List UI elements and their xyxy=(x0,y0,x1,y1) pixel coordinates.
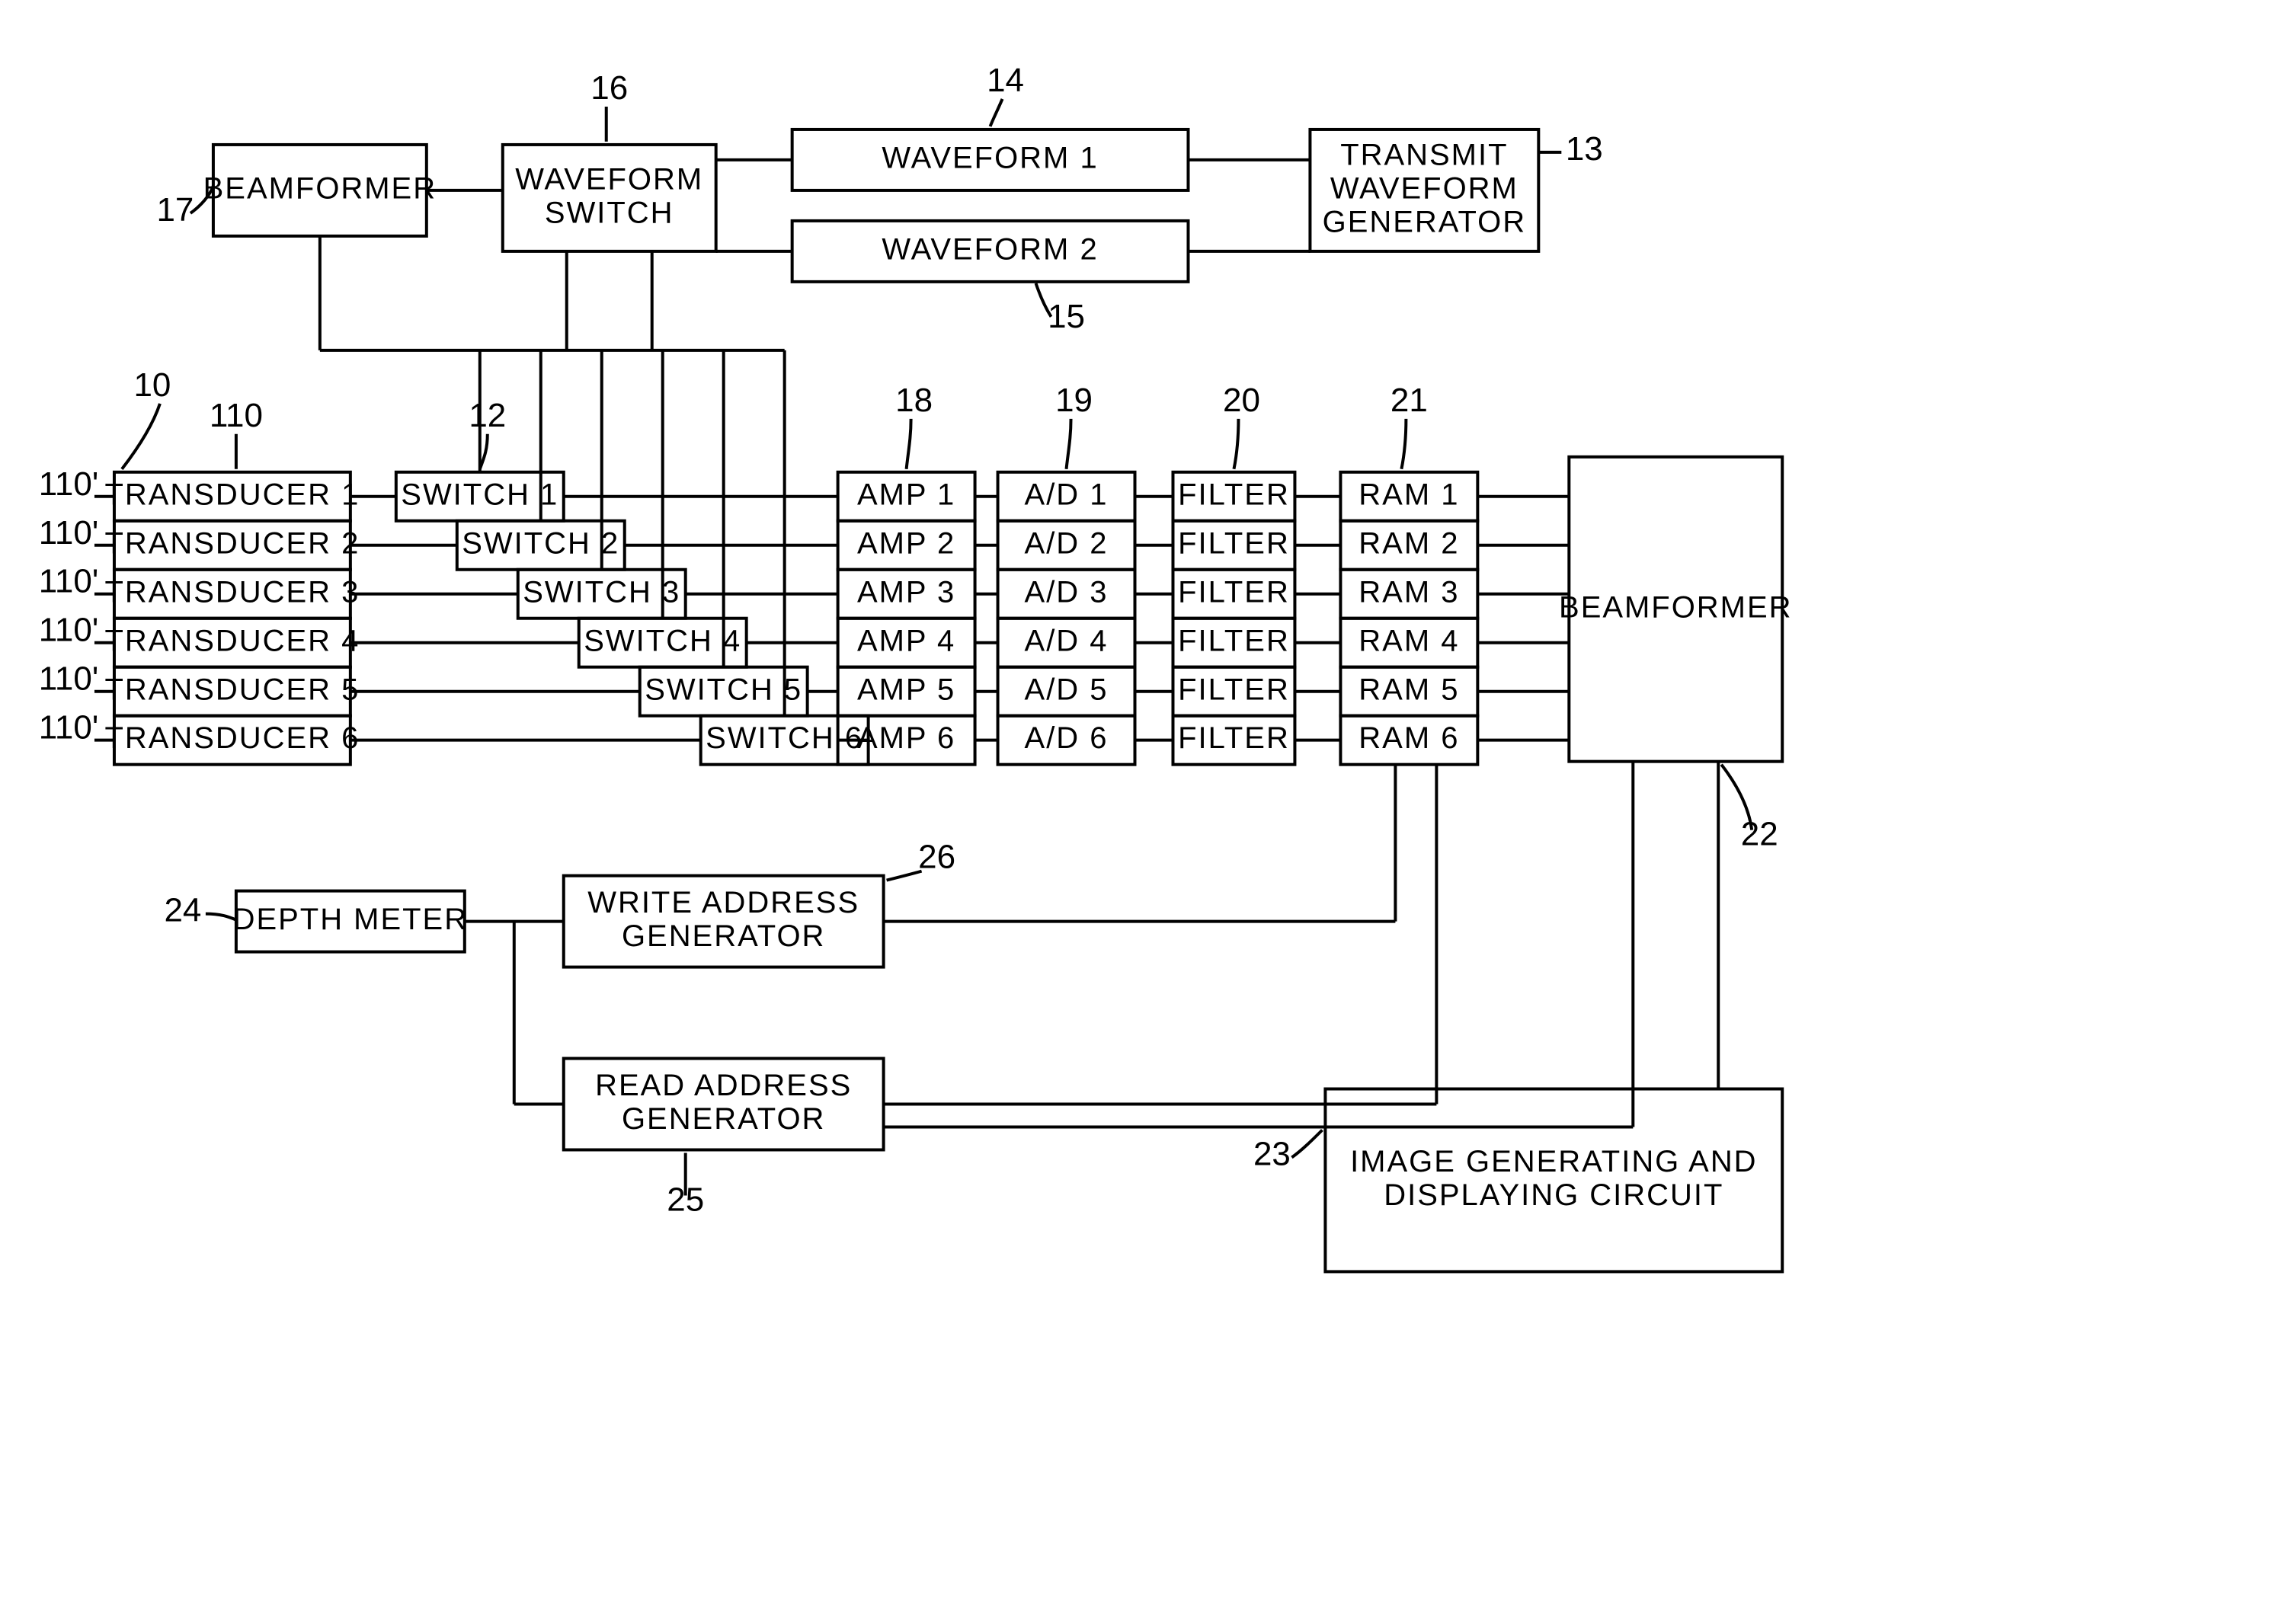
svg-text:TRANSMIT: TRANSMIT xyxy=(1340,138,1508,171)
ref-label: 21 xyxy=(1391,382,1428,419)
svg-text:TRANSDUCER 6: TRANSDUCER 6 xyxy=(104,721,360,755)
svg-text:FILTER: FILTER xyxy=(1178,624,1290,657)
svg-text:A/D 4: A/D 4 xyxy=(1025,624,1109,657)
ref-label: 23 xyxy=(1253,1135,1291,1172)
svg-text:AMP 6: AMP 6 xyxy=(857,721,955,755)
svg-text:WAVEFORM: WAVEFORM xyxy=(1330,171,1519,205)
ref-label: 110' xyxy=(39,514,99,551)
ref-label: 110' xyxy=(39,660,99,698)
svg-text:A/D 2: A/D 2 xyxy=(1025,526,1109,560)
ref-label: 110' xyxy=(39,709,99,746)
ref-label: 110' xyxy=(39,612,99,649)
svg-text:AMP 4: AMP 4 xyxy=(857,624,955,657)
svg-text:SWITCH 6: SWITCH 6 xyxy=(706,721,863,755)
ref-label: 14 xyxy=(987,62,1024,99)
ref-label: 110 xyxy=(210,397,263,434)
svg-text:SWITCH: SWITCH xyxy=(545,196,674,229)
svg-text:TRANSDUCER 5: TRANSDUCER 5 xyxy=(104,673,360,706)
ref-label: 13 xyxy=(1566,130,1603,168)
svg-text:RAM 3: RAM 3 xyxy=(1359,575,1459,609)
ref-label: 18 xyxy=(895,382,933,419)
svg-text:AMP 5: AMP 5 xyxy=(857,673,955,706)
svg-text:FILTER: FILTER xyxy=(1178,575,1290,609)
svg-text:SWITCH 2: SWITCH 2 xyxy=(462,526,619,560)
svg-text:SWITCH 4: SWITCH 4 xyxy=(584,624,741,657)
svg-text:FILTER: FILTER xyxy=(1178,478,1290,511)
svg-text:WAVEFORM 1: WAVEFORM 1 xyxy=(882,141,1098,174)
svg-text:WRITE ADDRESS: WRITE ADDRESS xyxy=(587,886,859,919)
ref-label: 110' xyxy=(39,465,99,503)
svg-text:TRANSDUCER 3: TRANSDUCER 3 xyxy=(104,575,360,609)
svg-text:GENERATOR: GENERATOR xyxy=(1323,205,1526,238)
svg-text:SWITCH 5: SWITCH 5 xyxy=(645,673,802,706)
ref-label: 110' xyxy=(39,563,99,600)
ref-label: 22 xyxy=(1741,816,1778,853)
svg-text:FILTER: FILTER xyxy=(1178,673,1290,706)
svg-text:TRANSDUCER 2: TRANSDUCER 2 xyxy=(104,526,360,560)
ref-label: 20 xyxy=(1223,382,1260,419)
svg-text:GENERATOR: GENERATOR xyxy=(622,919,825,953)
svg-text:IMAGE GENERATING AND: IMAGE GENERATING AND xyxy=(1350,1145,1757,1178)
svg-text:A/D 6: A/D 6 xyxy=(1025,721,1109,755)
svg-text:FILTER: FILTER xyxy=(1178,526,1290,560)
svg-text:BEAMFORMER: BEAMFORMER xyxy=(1559,590,1792,624)
svg-text:RAM 2: RAM 2 xyxy=(1359,526,1459,560)
svg-text:RAM 5: RAM 5 xyxy=(1359,673,1459,706)
ref-label: 16 xyxy=(590,69,628,107)
svg-text:BEAMFORMER: BEAMFORMER xyxy=(203,171,437,205)
svg-text:AMP 1: AMP 1 xyxy=(857,478,955,511)
svg-text:SWITCH 1: SWITCH 1 xyxy=(401,478,558,511)
svg-text:TRANSDUCER 4: TRANSDUCER 4 xyxy=(104,624,360,657)
ref-label: 15 xyxy=(1048,298,1085,335)
ref-label: 19 xyxy=(1055,382,1093,419)
svg-text:GENERATOR: GENERATOR xyxy=(622,1102,825,1136)
ref-label: 17 xyxy=(156,191,194,229)
svg-text:READ ADDRESS: READ ADDRESS xyxy=(595,1069,852,1102)
svg-text:RAM 6: RAM 6 xyxy=(1359,721,1459,755)
ref-label: 26 xyxy=(918,839,955,876)
svg-text:AMP 2: AMP 2 xyxy=(857,526,955,560)
svg-text:RAM 1: RAM 1 xyxy=(1359,478,1459,511)
svg-text:RAM 4: RAM 4 xyxy=(1359,624,1459,657)
svg-text:TRANSDUCER 1: TRANSDUCER 1 xyxy=(104,478,360,511)
svg-text:FILTER: FILTER xyxy=(1178,721,1290,755)
svg-text:WAVEFORM: WAVEFORM xyxy=(515,162,703,196)
ref-label: 24 xyxy=(164,892,201,929)
svg-text:A/D 1: A/D 1 xyxy=(1025,478,1109,511)
svg-text:AMP 3: AMP 3 xyxy=(857,575,955,609)
svg-text:DISPLAYING CIRCUIT: DISPLAYING CIRCUIT xyxy=(1384,1178,1723,1212)
svg-text:WAVEFORM 2: WAVEFORM 2 xyxy=(882,232,1098,266)
svg-text:DEPTH METER: DEPTH METER xyxy=(233,903,468,936)
ref-label: 12 xyxy=(469,397,506,434)
svg-text:A/D 3: A/D 3 xyxy=(1025,575,1109,609)
svg-text:A/D 5: A/D 5 xyxy=(1025,673,1109,706)
ref-label: 10 xyxy=(133,366,171,404)
svg-text:SWITCH 3: SWITCH 3 xyxy=(523,575,680,609)
